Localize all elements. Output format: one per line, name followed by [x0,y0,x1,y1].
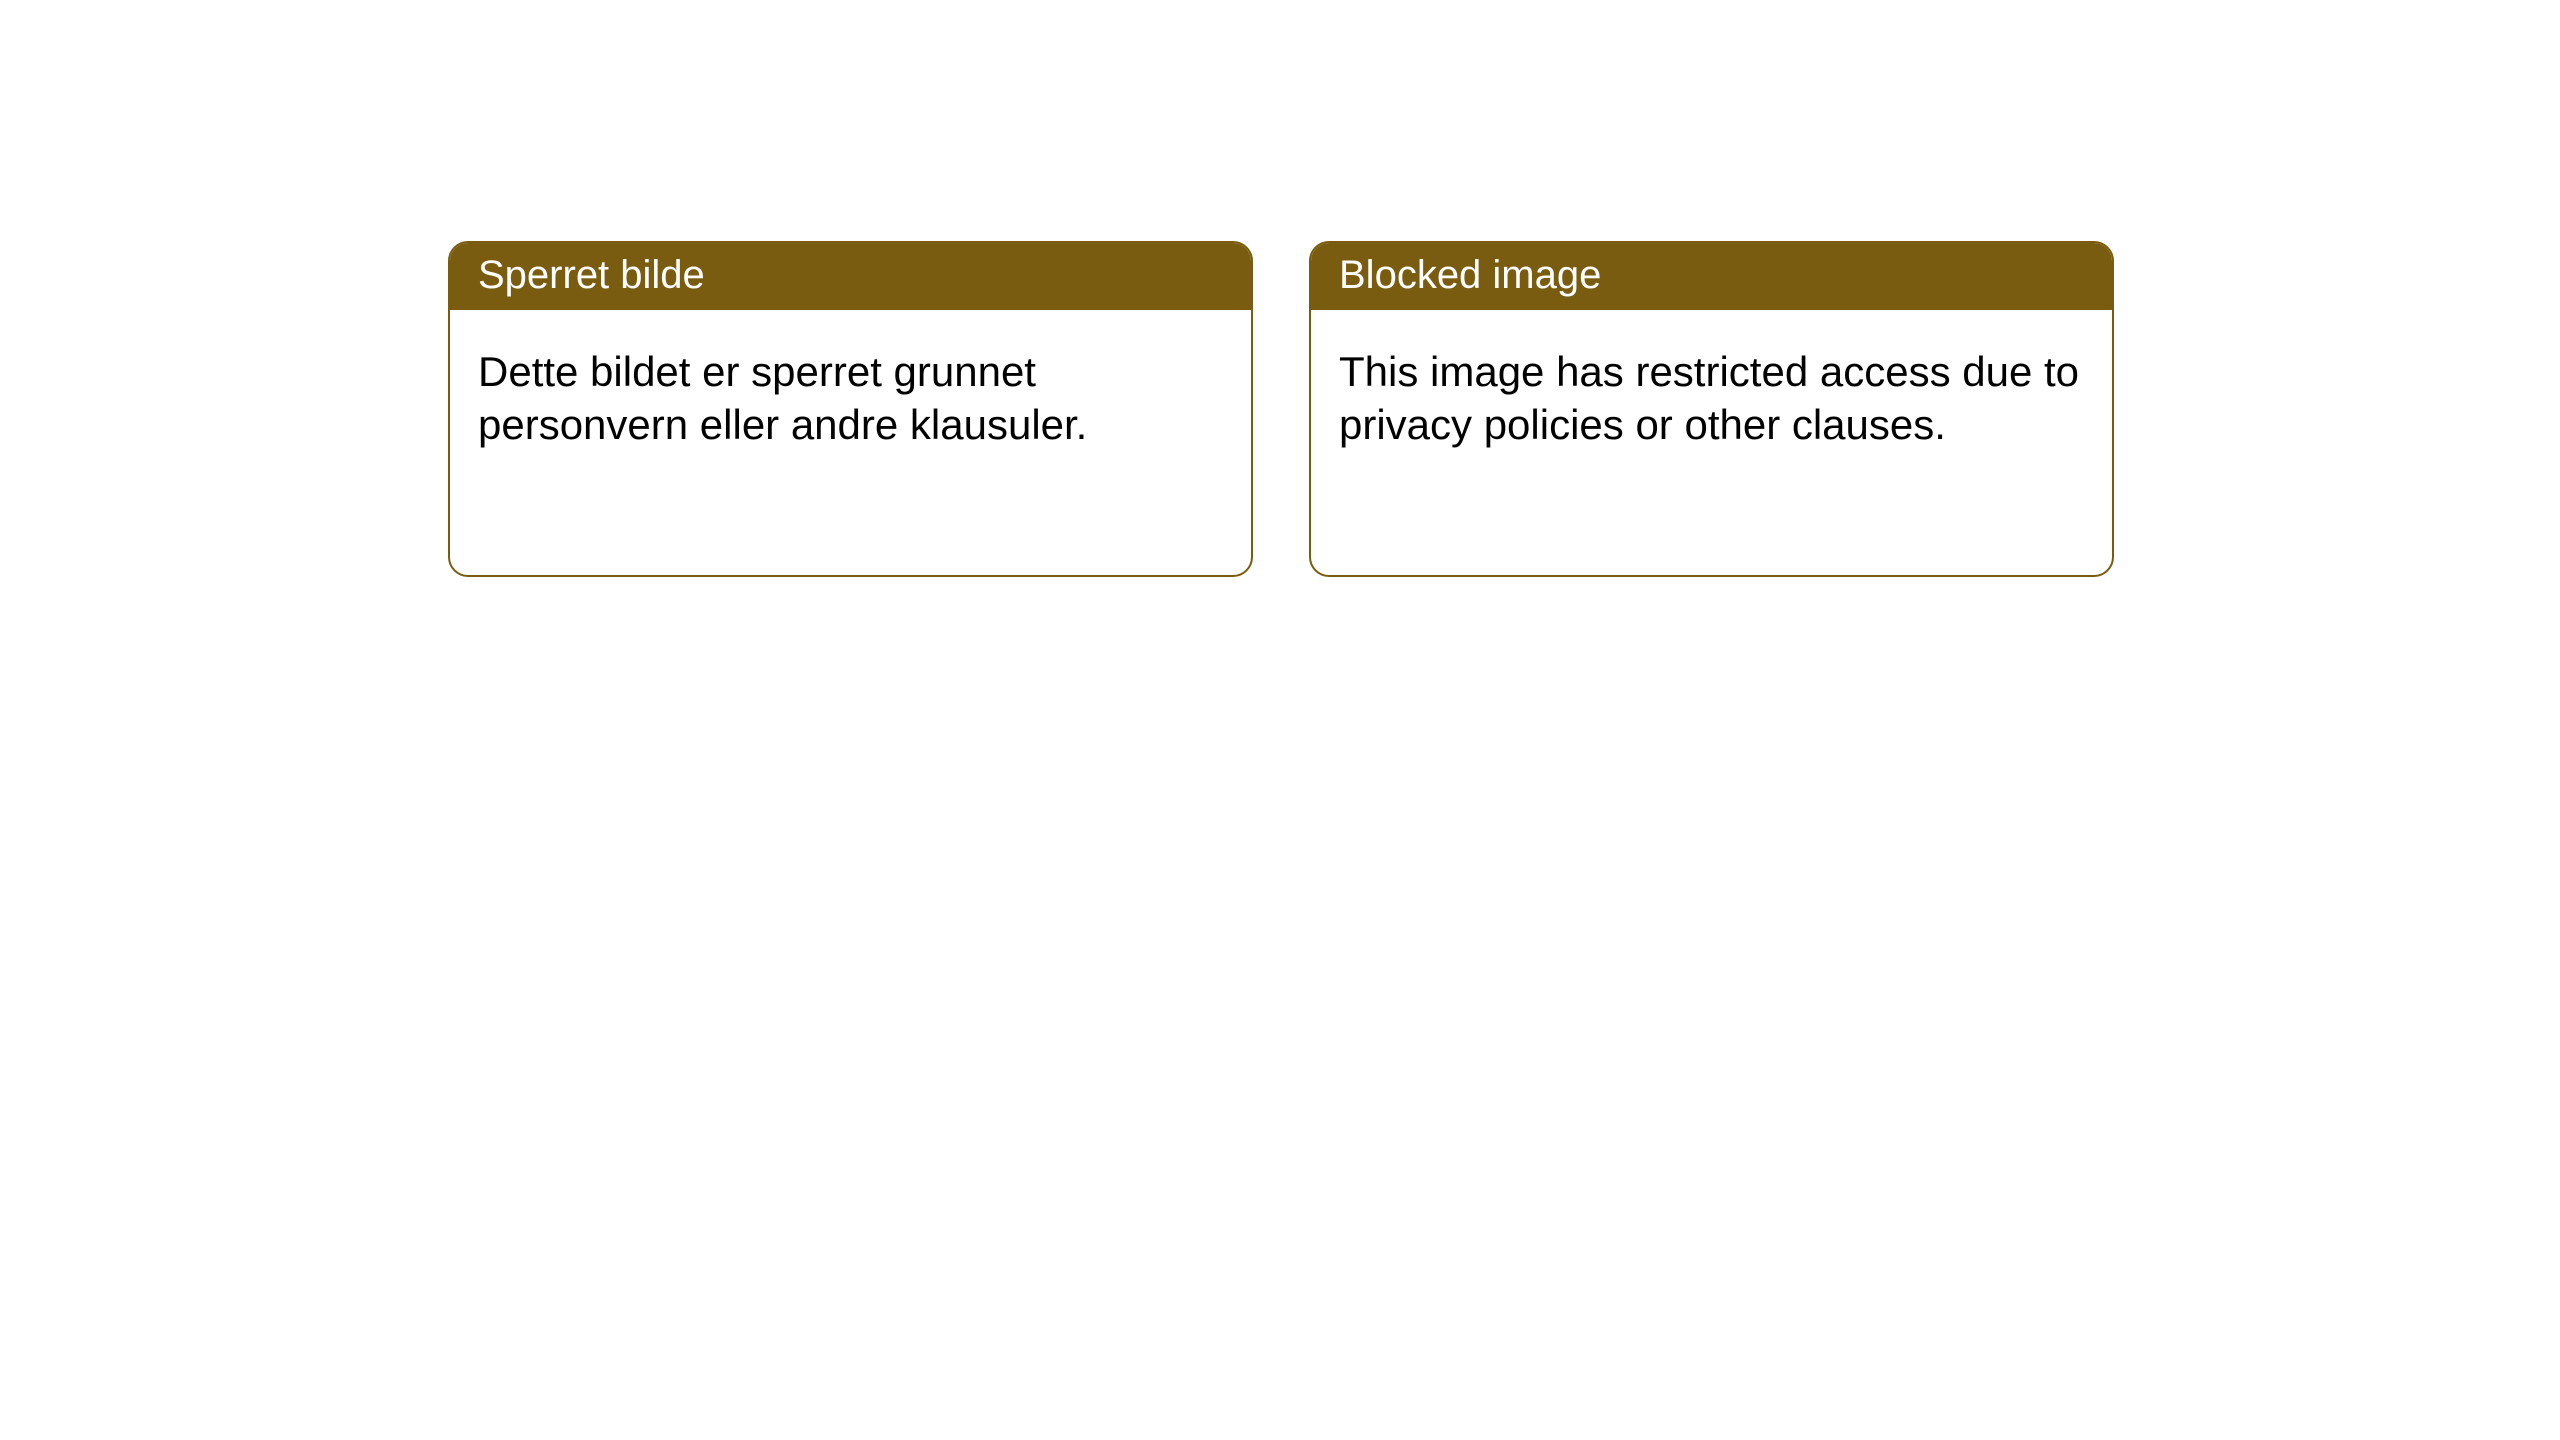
panel-body-norwegian: Dette bildet er sperret grunnet personve… [450,310,1251,479]
panel-english: Blocked image This image has restricted … [1309,241,2114,577]
panel-title-norwegian: Sperret bilde [450,243,1251,310]
panel-title-english: Blocked image [1311,243,2112,310]
panel-body-english: This image has restricted access due to … [1311,310,2112,479]
panel-norwegian: Sperret bilde Dette bildet er sperret gr… [448,241,1253,577]
panels-container: Sperret bilde Dette bildet er sperret gr… [0,0,2560,577]
